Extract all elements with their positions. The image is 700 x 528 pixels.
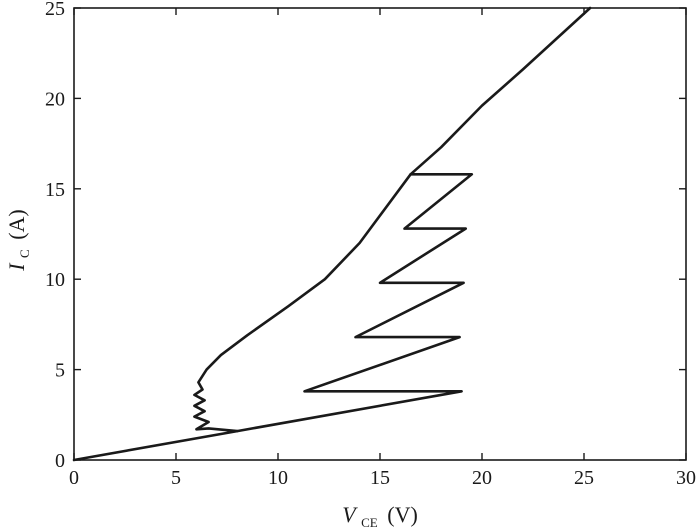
x-tick-label: 0 — [69, 467, 79, 489]
y-axis-symbol: I — [4, 262, 29, 272]
y-tick-label: 15 — [45, 179, 65, 201]
y-tick-label: 5 — [55, 360, 65, 382]
series-line-1 — [72, 173, 474, 462]
x-tick-label: 20 — [472, 467, 492, 489]
y-axis-subscript: C — [17, 249, 32, 258]
y-tick-label: 0 — [55, 450, 65, 472]
x-axis-unit: (V) — [387, 502, 418, 527]
curves-layer — [72, 6, 592, 462]
y-axis-unit: (A) — [4, 209, 29, 240]
x-axis-symbol: V — [342, 502, 358, 527]
x-tick-label: 25 — [574, 467, 594, 489]
svg-text:I C (A): I C (A) — [4, 209, 34, 272]
y-tick-label: 25 — [45, 0, 65, 20]
y-axis-title: I C (A) — [4, 209, 34, 272]
y-tick-label: 20 — [45, 88, 65, 110]
x-axis-subscript: CE — [361, 515, 378, 528]
y-tick-label: 10 — [45, 269, 65, 291]
x-tick-label: 15 — [370, 467, 390, 489]
ticks-layer: 0 5 10 15 20 25 30 0 5 10 15 20 25 — [45, 0, 696, 489]
x-tick-label: 10 — [268, 467, 288, 489]
svg-text:V CE (V): V CE (V) — [342, 502, 418, 528]
x-tick-label: 30 — [676, 467, 696, 489]
series-line-2 — [193, 6, 592, 433]
plot-frame — [73, 7, 687, 461]
x-axis-title: V CE (V) — [342, 502, 418, 528]
x-tick-label: 5 — [171, 467, 181, 489]
